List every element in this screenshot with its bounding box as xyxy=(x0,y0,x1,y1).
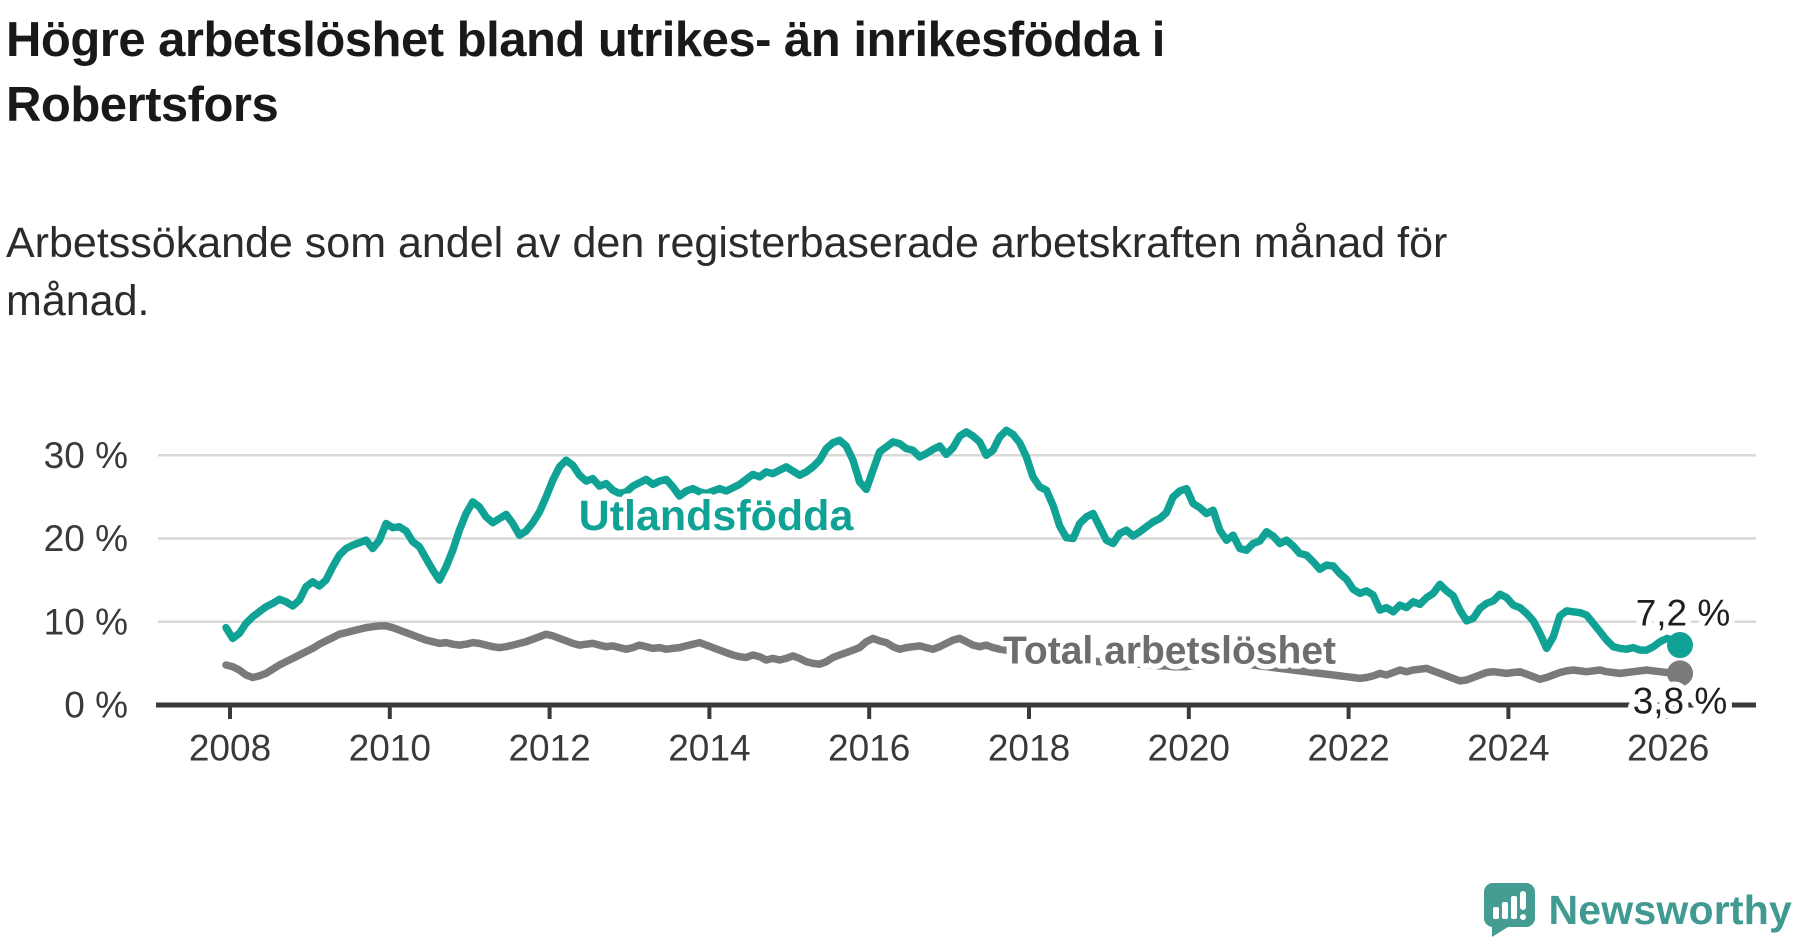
x-axis-label: 2018 xyxy=(988,728,1070,769)
x-axis-label: 2024 xyxy=(1467,728,1549,769)
chart-subtitle-line1: Arbetssökande som andel av den registerb… xyxy=(6,219,1448,267)
series-label-total: Total arbetslöshet xyxy=(1003,630,1336,673)
x-axis-label: 2012 xyxy=(508,728,590,769)
end-value-label-total: 3,8 % xyxy=(1633,681,1728,722)
chart-subtitle: Arbetssökande som andel av den registerb… xyxy=(6,214,1447,330)
series-end-dot-utlandsfodda xyxy=(1667,632,1693,659)
x-axis-label: 2010 xyxy=(349,728,431,769)
y-axis-label: 0 % xyxy=(64,685,128,726)
x-axis-label: 2016 xyxy=(828,728,910,769)
series-label-utlandsfodda: Utlandsfödda xyxy=(579,492,855,540)
newsworthy-logo-icon xyxy=(1483,883,1535,937)
page-title-line1: Högre arbetslöshet bland utrikes- än inr… xyxy=(6,13,1165,67)
x-axis-label: 2026 xyxy=(1627,728,1709,769)
x-axis-label: 2008 xyxy=(189,728,271,769)
y-axis-label: 10 % xyxy=(44,601,128,642)
series-end-dot-total xyxy=(1667,660,1693,687)
x-axis-label: 2022 xyxy=(1307,728,1389,769)
series-line-total xyxy=(222,622,1684,685)
chart-subtitle-line2: månad. xyxy=(6,277,150,325)
series-line-utlandsfodda xyxy=(222,426,1684,654)
y-axis-label: 30 % xyxy=(44,435,128,476)
x-axis-label: 2014 xyxy=(668,728,750,769)
x-axis-label: 2020 xyxy=(1148,728,1230,769)
page-title-line2: Robertsfors xyxy=(6,78,279,132)
end-value-label-utlandsfodda: 7,2 % xyxy=(1636,593,1731,634)
newsworthy-brand-name: Newsworthy xyxy=(1548,886,1792,933)
newsworthy-branding: Newsworthy xyxy=(1483,882,1793,938)
page-title: Högre arbetslöshet bland utrikes- än inr… xyxy=(6,8,1165,138)
y-axis-label: 20 % xyxy=(44,518,128,559)
